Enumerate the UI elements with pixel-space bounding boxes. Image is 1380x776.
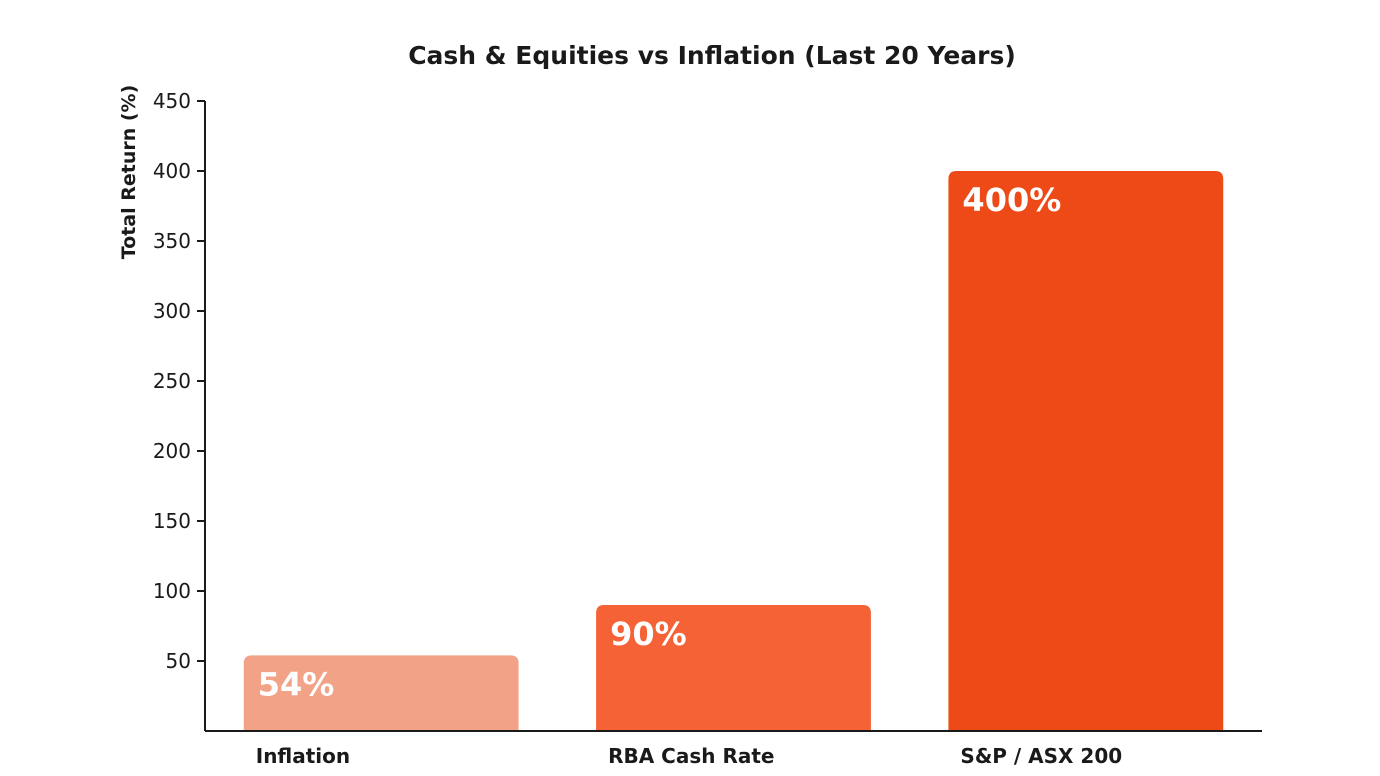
- x-tick-label: Inflation: [256, 744, 350, 768]
- y-axis-title: Total Return (%): [118, 85, 140, 260]
- bar: [596, 605, 871, 731]
- chart-title: Cash & Equities vs Inflation (Last 20 Ye…: [408, 41, 1016, 70]
- y-tick-label: 300: [153, 299, 191, 323]
- x-tick-label: S&P / ASX 200: [960, 744, 1122, 768]
- y-tick-label: 400: [153, 159, 191, 183]
- bar-data-label: 90%: [610, 615, 687, 653]
- y-tick-label: 200: [153, 439, 191, 463]
- x-tick-label: RBA Cash Rate: [608, 744, 774, 768]
- y-tick-label: 100: [153, 579, 191, 603]
- plot-area: 54% Inflation 90% RBA Cash Rate 400% S&P / AS…: [153, 89, 1262, 768]
- y-tick-label: 150: [153, 509, 191, 533]
- y-tick-label: 250: [153, 369, 191, 393]
- y-tick-label: 450: [153, 89, 191, 113]
- bar: [243, 655, 519, 731]
- y-tick-label: 50: [166, 649, 191, 673]
- bar: [948, 171, 1224, 731]
- bar-data-label: 400%: [962, 181, 1061, 219]
- bar-data-label: 54%: [258, 665, 335, 703]
- y-tick-label: 350: [153, 229, 191, 253]
